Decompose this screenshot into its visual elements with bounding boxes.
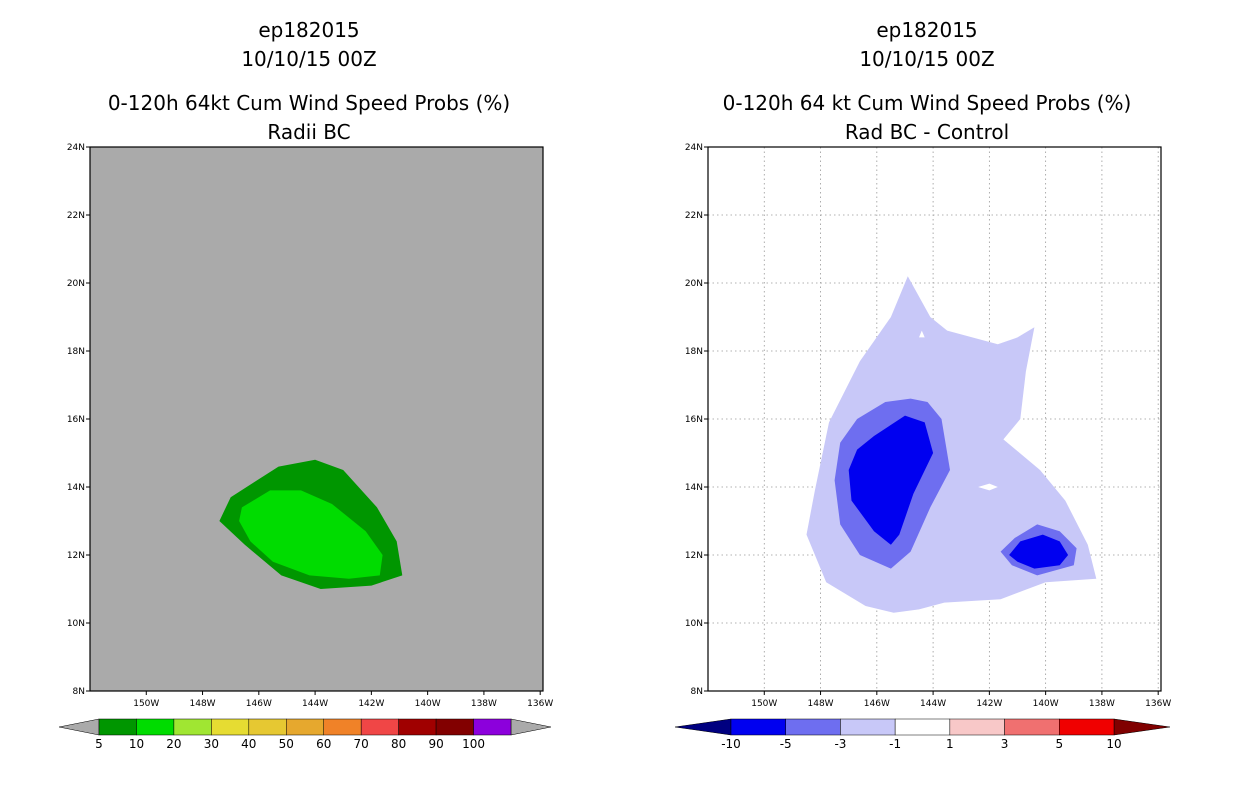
left-lat-label-2: 12N	[67, 551, 85, 561]
left-lon-label-5: 140W	[415, 699, 441, 709]
left-lat-label-3: 14N	[67, 483, 85, 493]
left-lon-label-6: 138W	[471, 699, 497, 709]
left-lat-label-0: 8N	[73, 687, 85, 697]
right-lat-label-2: 12N	[685, 551, 703, 561]
right-title-line-3: 0-120h 64 kt Cum Wind Speed Probs (%)	[723, 91, 1132, 115]
left-colorbar-segment-3	[211, 719, 248, 735]
left-colorbar-label-7: 70	[354, 737, 369, 751]
right-colorbar-over-arrow	[1114, 719, 1170, 735]
left-title-line-1: ep182015	[258, 18, 359, 42]
left-colorbar-label-6: 60	[316, 737, 331, 751]
right-colorbar-segment-1	[786, 719, 841, 735]
left-panel: ep182015 10/10/15 00Z 0-120h 64kt Cum Wi…	[59, 18, 553, 751]
left-colorbar-label-0: 5	[95, 737, 103, 751]
left-lon-label-4: 142W	[358, 699, 384, 709]
left-colorbar-segment-2	[174, 719, 211, 735]
right-lon-label-0: 150W	[751, 699, 777, 709]
right-lon-label-2: 146W	[864, 699, 890, 709]
left-colorbar-label-8: 80	[391, 737, 406, 751]
left-title-line-3: 0-120h 64kt Cum Wind Speed Probs (%)	[108, 91, 510, 115]
left-lat-label-4: 16N	[67, 415, 85, 425]
right-lat-label-5: 18N	[685, 347, 703, 357]
left-plot-area: 8N 10N 12N 14N 16N 18N 20N 22N 24N 150W 148W 146W 14…	[67, 143, 554, 709]
right-colorbar-label-7: 10	[1106, 737, 1121, 751]
right-colorbar-label-0: -10	[721, 737, 741, 751]
right-colorbar-segment-0	[731, 719, 786, 735]
right-colorbar-segment-4	[950, 719, 1005, 735]
right-colorbar-label-3: -1	[889, 737, 901, 751]
left-colorbar-segment-9	[436, 719, 473, 735]
left-colorbar-label-5: 50	[279, 737, 294, 751]
right-colorbar-under-arrow	[675, 719, 731, 735]
left-colorbar-label-4: 40	[241, 737, 256, 751]
right-lat-label-7: 22N	[685, 211, 703, 221]
left-lon-label-0: 150W	[133, 699, 159, 709]
right-colorbar-label-2: -3	[834, 737, 846, 751]
right-panel: ep182015 10/10/15 00Z 0-120h 64 kt Cum W…	[675, 18, 1171, 751]
right-colorbar-label-4: 1	[946, 737, 954, 751]
left-lon-label-1: 148W	[190, 699, 216, 709]
right-colorbar-label-1: -5	[780, 737, 792, 751]
right-lon-label-6: 138W	[1089, 699, 1115, 709]
left-title-line-2: 10/10/15 00Z	[241, 47, 376, 71]
right-title-line-1: ep182015	[876, 18, 977, 42]
right-plot-area: 8N 10N 12N 14N 16N 18N 20N 22N 24N 150W 148W 146W 14…	[685, 143, 1172, 709]
left-lat-label-1: 10N	[67, 619, 85, 629]
left-colorbar-segment-1	[136, 719, 173, 735]
left-colorbar-segment-4	[249, 719, 286, 735]
left-colorbar: 5 10 20 30 40 50 60 70 80 90 100	[59, 719, 551, 751]
right-lon-label-1: 148W	[808, 699, 834, 709]
right-lat-label-0: 8N	[691, 687, 703, 697]
left-title-line-4: Radii BC	[267, 120, 350, 144]
left-colorbar-segment-7	[361, 719, 398, 735]
right-colorbar-segment-5	[1005, 719, 1060, 735]
right-colorbar-label-5: 3	[1001, 737, 1009, 751]
left-map-background	[90, 147, 543, 691]
left-colorbar-segment-0	[99, 719, 136, 735]
right-lat-label-8: 24N	[685, 143, 703, 153]
left-colorbar-segment-10	[474, 719, 511, 735]
left-colorbar-segment-5	[286, 719, 323, 735]
left-lat-label-7: 22N	[67, 211, 85, 221]
right-lon-label-4: 142W	[976, 699, 1002, 709]
right-lon-label-3: 144W	[920, 699, 946, 709]
left-lat-label-6: 20N	[67, 279, 85, 289]
right-colorbar-segment-6	[1059, 719, 1114, 735]
left-lon-label-3: 144W	[302, 699, 328, 709]
right-title-line-4: Rad BC - Control	[845, 120, 1009, 144]
right-lat-label-4: 16N	[685, 415, 703, 425]
left-colorbar-label-2: 20	[166, 737, 181, 751]
left-colorbar-label-10: 100	[462, 737, 485, 751]
right-colorbar-segment-3	[895, 719, 950, 735]
left-colorbar-label-9: 90	[428, 737, 443, 751]
left-colorbar-segment-8	[399, 719, 436, 735]
left-colorbar-label-1: 10	[129, 737, 144, 751]
left-lon-label-2: 146W	[246, 699, 272, 709]
figure: ep182015 10/10/15 00Z 0-120h 64kt Cum Wi…	[0, 0, 1236, 800]
right-colorbar-label-6: 5	[1055, 737, 1063, 751]
left-lat-label-5: 18N	[67, 347, 85, 357]
left-colorbar-label-3: 30	[204, 737, 219, 751]
right-colorbar: -10 -5 -3 -1 1 3 5 10	[675, 719, 1170, 751]
left-lon-label-7: 136W	[527, 699, 553, 709]
right-lat-label-6: 20N	[685, 279, 703, 289]
right-lon-label-5: 140W	[1033, 699, 1059, 709]
left-colorbar-segment-6	[324, 719, 361, 735]
left-colorbar-under-arrow	[59, 719, 99, 735]
left-colorbar-over-arrow	[511, 719, 551, 735]
right-lon-label-7: 136W	[1145, 699, 1171, 709]
right-colorbar-segment-2	[840, 719, 895, 735]
right-title-line-2: 10/10/15 00Z	[859, 47, 994, 71]
right-lat-label-3: 14N	[685, 483, 703, 493]
left-lat-label-8: 24N	[67, 143, 85, 153]
right-lat-label-1: 10N	[685, 619, 703, 629]
